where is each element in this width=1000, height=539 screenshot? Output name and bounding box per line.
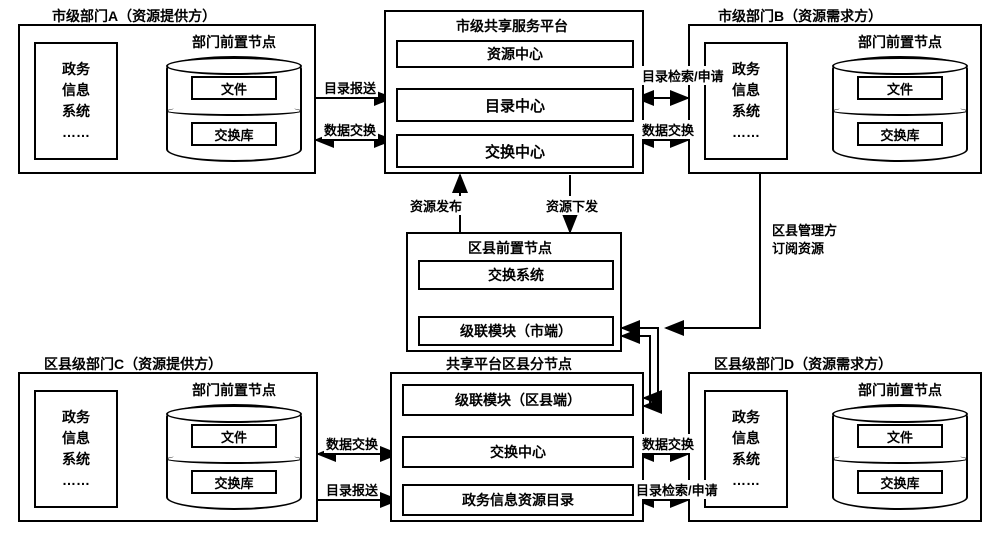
dept-a-sysbox-text: 政务 信息 系统 …… — [62, 59, 90, 143]
dept-c-box: 区县级部门C（资源提供方） 政务 信息 系统 …… 部门前置节点 文件 交换库 — [18, 372, 318, 522]
dept-b-file: 文件 — [857, 76, 943, 100]
dept-c-file: 文件 — [191, 424, 277, 448]
lbl-catalog-search-b: 目录检索/申请 — [640, 66, 726, 85]
dept-b-node-title: 部门前置节点 — [858, 32, 942, 52]
lbl-catalog-submit-a: 目录报送 — [322, 78, 378, 97]
lbl-resource-dispatch: 资源下发 — [544, 196, 600, 215]
dept-d-box: 区县级部门D（资源需求方） 政务 信息 系统 …… 部门前置节点 文件 交换库 — [688, 372, 982, 522]
resource-center: 资源中心 — [396, 40, 634, 68]
lbl-catalog-submit-c: 目录报送 — [324, 480, 380, 499]
county-exchange-center: 交换中心 — [402, 436, 634, 468]
dept-a-exchange: 交换库 — [191, 122, 277, 146]
dept-c-title: 区县级部门C（资源提供方） — [44, 354, 222, 374]
dept-a-db: 文件 交换库 — [166, 56, 302, 162]
dept-d-db: 文件 交换库 — [832, 404, 968, 510]
cascade-city: 级联模块（市端） — [418, 316, 614, 346]
dept-b-sysbox: 政务 信息 系统 …… — [704, 42, 788, 160]
lbl-data-exchange-a: 数据交换 — [322, 120, 378, 139]
dept-a-title: 市级部门A（资源提供方） — [52, 6, 216, 26]
dept-c-exchange: 交换库 — [191, 470, 277, 494]
city-platform-box: 市级共享服务平台 资源中心 目录中心 交换中心 — [384, 10, 644, 174]
dept-b-box: 市级部门B（资源需求方） 政务 信息 系统 …… 部门前置节点 文件 交换库 — [688, 24, 982, 174]
dept-c-db: 文件 交换库 — [166, 404, 302, 510]
dept-d-title: 区县级部门D（资源需求方） — [714, 354, 892, 374]
dept-d-sysbox-text: 政务 信息 系统 …… — [732, 407, 760, 491]
dept-a-node-title: 部门前置节点 — [192, 32, 276, 52]
lbl-resource-publish: 资源发布 — [408, 196, 464, 215]
county-platform-title: 共享平台区县分节点 — [446, 354, 572, 374]
dept-a-file: 文件 — [191, 76, 277, 100]
lbl-data-exchange-b: 数据交换 — [640, 120, 696, 139]
dept-b-db: 文件 交换库 — [832, 56, 968, 162]
county-exchange-sys: 交换系统 — [418, 260, 614, 290]
dept-b-exchange: 交换库 — [857, 122, 943, 146]
dept-a-sysbox: 政务 信息 系统 …… — [34, 42, 118, 160]
lbl-data-exchange-c: 数据交换 — [324, 434, 380, 453]
dept-b-title: 市级部门B（资源需求方） — [718, 6, 882, 26]
county-platform-box: 共享平台区县分节点 级联模块（区县端） 交换中心 政务信息资源目录 — [390, 372, 644, 522]
county-front-title: 区县前置节点 — [468, 238, 552, 258]
lbl-county-subscribe: 区县管理方 订阅资源 — [770, 222, 839, 258]
exchange-center: 交换中心 — [396, 134, 634, 168]
catalog-center: 目录中心 — [396, 88, 634, 122]
diagram-canvas: 市级部门A（资源提供方） 政务 信息 系统 …… 部门前置节点 文件 交换库 市… — [0, 0, 1000, 539]
dept-b-sysbox-text: 政务 信息 系统 …… — [732, 59, 760, 143]
dept-c-sysbox-text: 政务 信息 系统 …… — [62, 407, 90, 491]
cascade-county: 级联模块（区县端） — [402, 384, 634, 416]
county-front-box: 区县前置节点 交换系统 级联模块（市端） — [406, 232, 622, 352]
dept-c-sysbox: 政务 信息 系统 …… — [34, 390, 118, 508]
dept-d-file: 文件 — [857, 424, 943, 448]
dept-d-exchange: 交换库 — [857, 470, 943, 494]
lbl-data-exchange-d: 数据交换 — [640, 434, 696, 453]
dept-c-node-title: 部门前置节点 — [192, 380, 276, 400]
lbl-catalog-search-d: 目录检索/申请 — [634, 480, 720, 499]
dept-d-node-title: 部门前置节点 — [858, 380, 942, 400]
county-catalog: 政务信息资源目录 — [402, 484, 634, 516]
dept-a-box: 市级部门A（资源提供方） 政务 信息 系统 …… 部门前置节点 文件 交换库 — [18, 24, 316, 174]
city-platform-title: 市级共享服务平台 — [456, 16, 568, 36]
